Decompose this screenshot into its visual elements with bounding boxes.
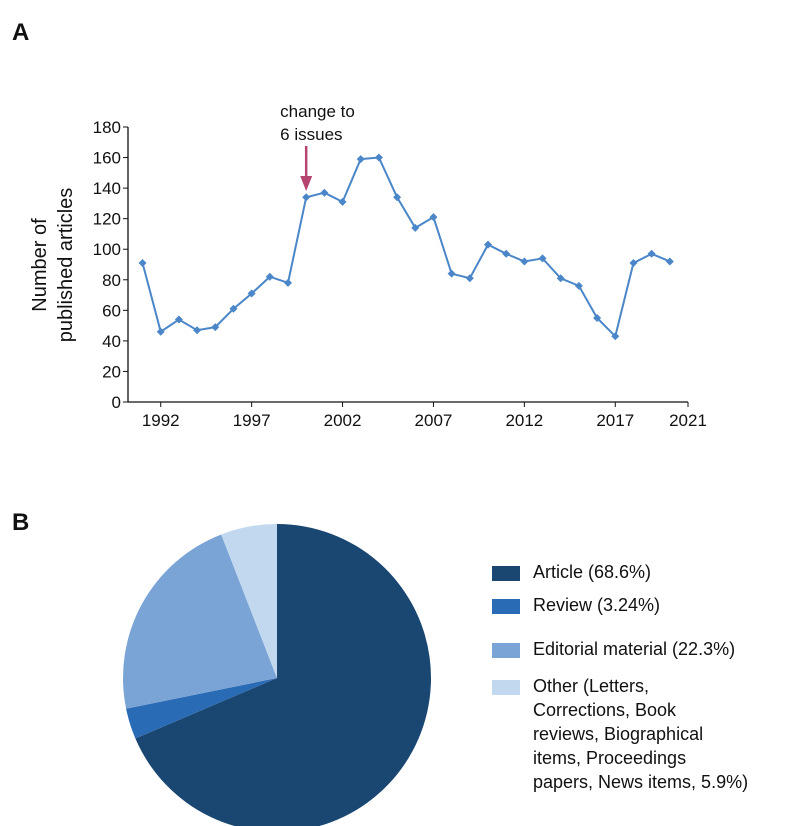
x-tick-label: 2021: [669, 411, 707, 430]
data-point: [356, 155, 365, 164]
y-tick-label: 60: [102, 301, 121, 320]
data-point: [611, 332, 620, 341]
data-point: [538, 254, 547, 263]
data-point: [429, 213, 438, 222]
data-point: [338, 197, 347, 206]
data-point: [647, 249, 656, 258]
y-tick-label: 140: [93, 179, 121, 198]
y-tick-label: 160: [93, 149, 121, 168]
y-tick-label: 40: [102, 332, 121, 351]
data-point: [284, 278, 292, 287]
data-point: [374, 153, 383, 162]
legend-swatch: [492, 599, 520, 614]
y-tick-label: 180: [93, 118, 121, 137]
y-axis-label: Number of published articles: [29, 188, 77, 343]
data-point: [556, 274, 565, 283]
pie-slice: [123, 534, 277, 709]
pie-slice: [126, 678, 278, 739]
data-point: [465, 274, 474, 283]
legend-label: Article (68.6%): [533, 562, 651, 582]
data-line: [141, 156, 671, 339]
data-point: [502, 249, 511, 258]
data-point: [629, 258, 638, 267]
data-point: [320, 188, 329, 197]
data-point: [447, 269, 456, 278]
x-tick-label: 2002: [324, 411, 362, 430]
data-point: [174, 315, 183, 324]
x-tick-label: 2012: [505, 411, 543, 430]
y-tick-label: 120: [93, 210, 121, 229]
data-point: [211, 323, 220, 332]
data-point: [574, 281, 583, 290]
data-point: [665, 257, 674, 266]
data-point: [193, 326, 202, 335]
panel-label: A: [12, 19, 29, 46]
data-point: [411, 223, 420, 232]
panel-label: B: [12, 509, 29, 536]
legend-label: Other (Letters, Corrections, Book reviews,…: [533, 676, 748, 792]
y-tick-label: 20: [102, 362, 121, 381]
x-tick-label: 1997: [233, 411, 271, 430]
data-point: [484, 240, 492, 249]
data-point: [156, 327, 165, 336]
x-tick-label: 1992: [142, 411, 180, 430]
y-tick-label: 100: [93, 240, 121, 259]
annotation: change to 6 issues: [280, 102, 355, 144]
pie-slice: [221, 524, 277, 678]
data-point: [247, 289, 256, 298]
legend-swatch: [492, 680, 520, 695]
y-tick-label: 80: [102, 271, 121, 290]
pie-slice: [135, 524, 431, 826]
legend-swatch: [492, 566, 520, 581]
legend-label: Editorial material (22.3%): [533, 639, 735, 659]
x-tick-label: 2017: [596, 411, 634, 430]
data-point: [302, 193, 311, 202]
data-point: [265, 272, 274, 281]
legend-label: Review (3.24%): [533, 595, 660, 615]
y-tick-label: 0: [112, 393, 121, 412]
data-point: [138, 258, 147, 267]
data-point: [520, 257, 529, 266]
x-tick-label: 2007: [415, 411, 453, 430]
data-point: [593, 313, 602, 322]
data-point: [229, 304, 238, 313]
annotation-arrowhead: [300, 176, 313, 191]
data-point: [393, 193, 402, 202]
legend-swatch: [492, 643, 520, 658]
